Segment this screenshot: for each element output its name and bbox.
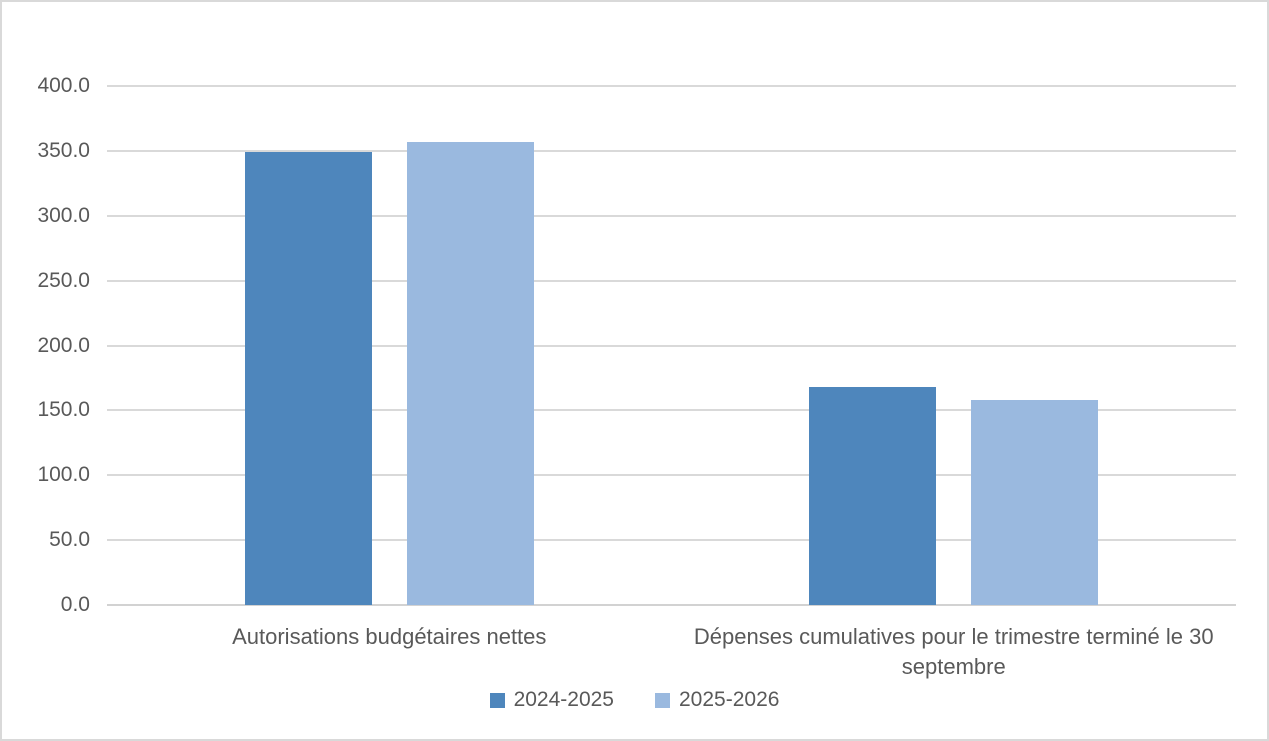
y-tick-label: 300.0 (37, 203, 90, 227)
y-tick-label: 150.0 (37, 398, 90, 422)
legend-swatch-icon (489, 692, 505, 708)
y-tick-label: 250.0 (37, 268, 90, 292)
legend-item-2025-2026: 2025-2026 (655, 688, 779, 712)
y-tick-label: 400.0 (37, 74, 90, 97)
y-tick-label: 50.0 (49, 528, 90, 552)
y-tick-label: 350.0 (37, 138, 90, 162)
gridline (107, 344, 1236, 347)
category-label: Autorisations budgétaires nettes (232, 624, 547, 649)
bar-2024-2025-cat1 (809, 387, 937, 605)
y-tick-label: 200.0 (37, 333, 90, 357)
bar-2025-2026-cat1 (971, 399, 1099, 605)
x-axis-line (107, 604, 1236, 606)
gridline (107, 85, 1236, 87)
gridline (107, 279, 1236, 282)
y-tick-label: 100.0 (37, 463, 90, 487)
bar-2025-2026-cat0 (406, 141, 534, 605)
gridline (107, 539, 1236, 542)
legend: 2024-2025 2025-2026 (2, 688, 1267, 712)
gridline (107, 409, 1236, 412)
gridline (107, 474, 1236, 477)
legend-label: 2024-2025 (513, 688, 614, 711)
legend-swatch-icon (655, 692, 670, 708)
gridline (107, 214, 1236, 217)
category-label: Dépenses cumulatives pour le trimestre t… (693, 624, 1214, 679)
gridline (107, 149, 1236, 152)
bar-2024-2025-cat0 (244, 152, 372, 605)
legend-item-2024-2025: 2024-2025 (489, 688, 614, 712)
y-tick-label: 0.0 (60, 593, 90, 616)
legend-label: 2025-2026 (679, 688, 780, 711)
